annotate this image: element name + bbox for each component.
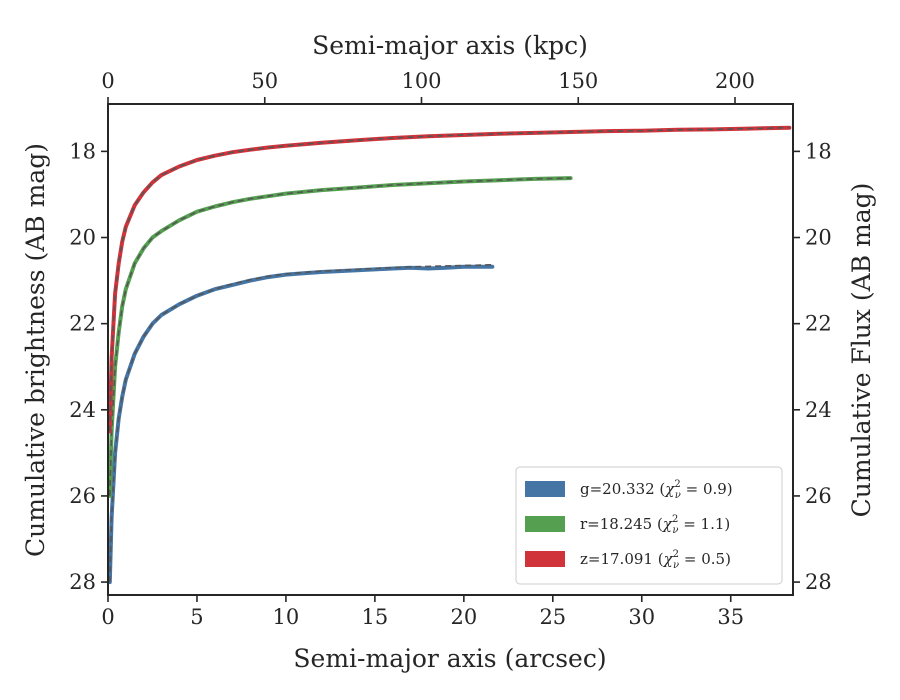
x-tick-label: 35 bbox=[717, 605, 744, 629]
x2-tick-label: 150 bbox=[558, 69, 598, 93]
x-tick-label: 0 bbox=[101, 605, 114, 629]
series-line-z bbox=[107, 125, 792, 434]
x-tick-label: 5 bbox=[190, 605, 203, 629]
y2-tick-label: 26 bbox=[805, 484, 832, 508]
plot-frame bbox=[107, 103, 794, 596]
y-tick-label: 24 bbox=[69, 398, 96, 422]
legend-swatch-g bbox=[525, 481, 565, 497]
y2-tick-label: 28 bbox=[805, 570, 832, 594]
x-tick-label: 10 bbox=[273, 605, 300, 629]
series-line-r bbox=[107, 176, 573, 498]
y2-tick-label: 18 bbox=[805, 139, 832, 163]
y-tick-label: 20 bbox=[69, 226, 96, 250]
y-tick-label: 28 bbox=[69, 570, 96, 594]
model-line-r bbox=[109, 177, 571, 496]
legend-box bbox=[515, 466, 783, 585]
x2-tick-label: 100 bbox=[401, 69, 441, 93]
legend-label-z: z=17.091 (χ2 ν = 0.5) bbox=[580, 549, 731, 571]
y2-tick-label: 20 bbox=[805, 226, 832, 250]
x2-axis-title: Semi-major axis (kpc) bbox=[312, 31, 588, 60]
x2-tick-label: 50 bbox=[251, 69, 278, 93]
x-tick-label: 20 bbox=[450, 605, 477, 629]
y-tick-label: 18 bbox=[69, 139, 96, 163]
x-tick-label: 25 bbox=[539, 605, 566, 629]
y2-tick-label: 22 bbox=[805, 312, 832, 336]
x-tick-label: 15 bbox=[362, 605, 389, 629]
legend-swatch-z bbox=[525, 551, 565, 567]
axis-ticks: 0 5 10 15 20 25 30 35 0 50 100 150 200 18 18 20 20 22 22 24… bbox=[69, 69, 831, 629]
legend-label-g: g=20.332 (χ2 ν = 0.9) bbox=[580, 479, 733, 501]
legend-swatch-r bbox=[525, 516, 565, 532]
y2-tick-label: 24 bbox=[805, 398, 832, 422]
model-line-g bbox=[109, 263, 493, 583]
y-tick-label: 22 bbox=[69, 312, 96, 336]
x2-tick-label: 0 bbox=[101, 69, 114, 93]
y-axis-title: Cumulative brightness (AB mag) bbox=[21, 143, 50, 557]
x2-tick-label: 200 bbox=[715, 69, 755, 93]
y-tick-label: 26 bbox=[69, 484, 96, 508]
legend: g=20.332 (χ2 ν = 0.9) r=18.245 (χ2 ν = 1.1)… bbox=[515, 466, 783, 585]
series-line-g bbox=[107, 264, 495, 585]
x-tick-label: 30 bbox=[628, 605, 655, 629]
y2-axis-title: Cumulative Flux (AB mag) bbox=[847, 183, 876, 518]
legend-items: g=20.332 (χ2 ν = 0.9) r=18.245 (χ2 ν = 1.1)… bbox=[525, 479, 733, 571]
legend-label-r: r=18.245 (χ2 ν = 1.1) bbox=[580, 514, 730, 536]
x-axis-title: Semi-major axis (arcsec) bbox=[293, 644, 606, 673]
data-series bbox=[107, 125, 792, 585]
model-line-z bbox=[109, 126, 790, 432]
